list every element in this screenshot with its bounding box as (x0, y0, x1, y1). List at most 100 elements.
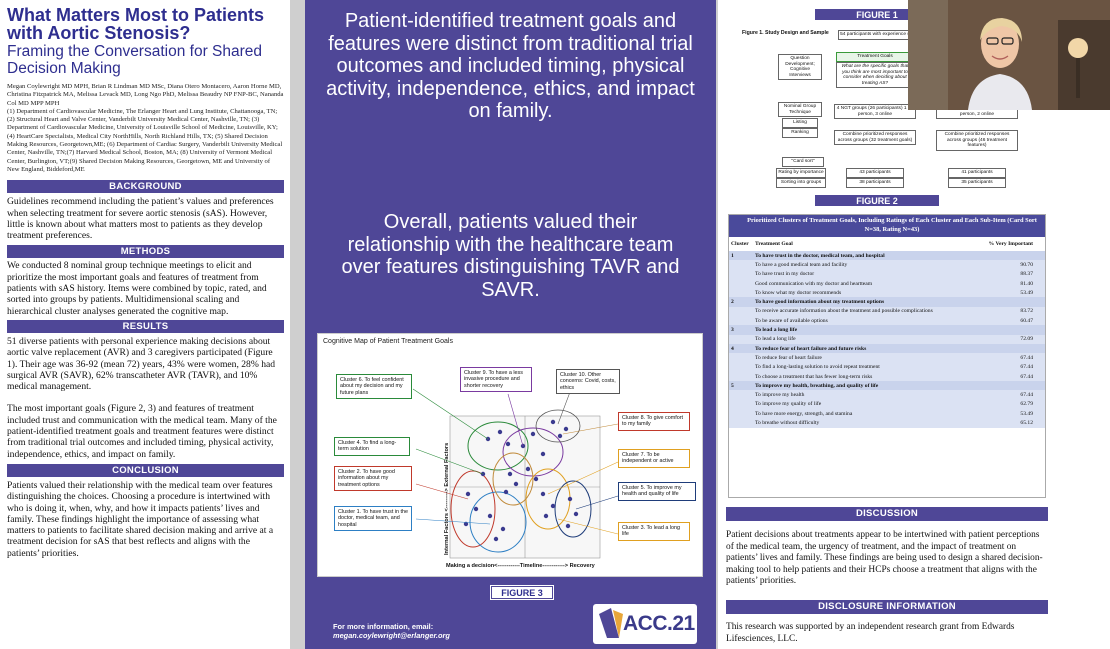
results-text-1: 51 diverse patients with personal experi… (7, 335, 276, 393)
figure-2-label: FIGURE 2 (814, 194, 940, 207)
cluster-6-box: Cluster 6. To feel confident about my de… (336, 374, 412, 400)
fc-p35: 35 participants (948, 178, 1006, 188)
pct-cell: 60.47 (975, 316, 1045, 326)
key-statement-2: Overall, patients valued their relations… (341, 211, 680, 301)
figure-3-cognitive-map: Cognitive Map of Patient Treatment Goals (317, 333, 703, 577)
cluster-2-box: Cluster 2. To have good information abou… (334, 466, 412, 492)
fc-ngt-goals: 4 NGT groups (26 participants) 1 in-pers… (834, 104, 916, 120)
fc-listing: Listing (782, 118, 818, 128)
figure-1-caption: Figure 1. Study Design and Sample (742, 30, 829, 36)
pct-cell: 72.09 (975, 334, 1045, 344)
discussion-heading: DISCUSSION (726, 507, 1048, 521)
poster-title: What Matters Most to Patients with Aorti… (7, 5, 265, 43)
pct-cell: 53.49 (975, 288, 1045, 298)
right-column: FIGURE 1 Figure 1. Study Design and Samp… (718, 0, 1110, 649)
affiliations: (1) Department of Cardiovascular Medicin… (7, 107, 283, 173)
pct-cell: 53.49 (975, 409, 1045, 419)
cluster-title: To have good information about my treatm… (753, 297, 1045, 307)
contact-block: For more information, email: megan.coyle… (333, 622, 450, 640)
pct-cell: 83.72 (975, 306, 1045, 317)
fc-combine-goals: Combine prioritized responses across gro… (834, 130, 916, 146)
fc-p41: 41 participants (948, 168, 1006, 178)
methods-text: We conducted 8 nominal group technique m… (7, 260, 267, 317)
contact-heading: For more information, email: (333, 622, 434, 631)
cluster-title: To improve my health, breathing, and qua… (753, 381, 1045, 391)
pct-cell: 88.37 (975, 269, 1045, 279)
cluster-num: 1 (729, 251, 753, 261)
cluster-title: To reduce fear of heart failure and futu… (753, 343, 1045, 354)
webcam-person (908, 0, 1110, 110)
pct-cell: 67.44 (975, 353, 1045, 363)
fc-ranking: Ranking (782, 128, 818, 138)
webcam-video (908, 0, 1110, 110)
cluster-8-box: Cluster 8. To give comfort to my family (618, 412, 690, 431)
background-heading: BACKGROUND (7, 180, 284, 194)
goal-cell: To have trust in my doctor (753, 269, 975, 279)
pct-cell: 65.12 (975, 418, 1045, 428)
acc-logo: ACC.21 (593, 604, 697, 644)
table-title: Prioritized Clusters of Treatment Goals,… (729, 215, 1045, 237)
background-text: Guidelines recommend including the patie… (7, 196, 274, 242)
figure-3-title: Cognitive Map of Patient Treatment Goals (323, 338, 453, 345)
left-column: What Matters Most to Patients with Aorti… (0, 0, 290, 649)
conclusion-heading: CONCLUSION (7, 463, 284, 477)
discussion-text: Patient decisions about treatments appea… (726, 530, 1043, 586)
cluster-7-box: Cluster 7. To be independent or active (618, 449, 690, 468)
goal-cell: To receive accurate information about th… (753, 306, 975, 317)
cluster-num: 4 (729, 343, 753, 354)
pct-cell: 67.44 (975, 362, 1045, 372)
goal-cell: To have a good medical team and facility (753, 260, 975, 270)
figure-3-label: FIGURE 3 (490, 585, 554, 600)
cluster-9-box: Cluster 9. To have a less invasive proce… (460, 367, 532, 393)
results-heading: RESULTS (7, 319, 284, 333)
goal-cell: To choose a treatment that has fewer lon… (753, 371, 975, 382)
pct-cell: 67.44 (975, 390, 1045, 400)
cluster-1-box: Cluster 1. To have trust in the doctor, … (334, 506, 412, 532)
cluster-num: 2 (729, 297, 753, 307)
cluster-title: To lead a long life (753, 325, 1045, 335)
goal-cell: To improve my health (753, 390, 975, 400)
pct-cell: 90.70 (975, 260, 1045, 270)
key-statement-1: Patient-identified treatment goals and f… (326, 10, 695, 122)
fc-combine-features: Combine prioritized responses across gro… (936, 130, 1018, 151)
fc-p38: 38 participants (846, 178, 904, 188)
figure-2-table: Prioritized Clusters of Treatment Goals,… (728, 214, 1046, 498)
cluster-num: 5 (729, 381, 753, 391)
col-pct: % Very Important (988, 241, 1033, 247)
goal-cell: To find a long-lasting solution to avoid… (753, 362, 975, 372)
cluster-4-box: Cluster 4. To find a long-term solution (334, 437, 410, 456)
middle-column: Patient-identified treatment goals and f… (305, 0, 716, 649)
col-cluster: Cluster (731, 241, 749, 247)
fc-card-sort: "Card sort" (782, 157, 824, 167)
poster-subtitle: Framing the Conversation for Shared Deci… (7, 43, 263, 77)
cluster-title: To have trust in the doctor, medical tea… (753, 251, 1045, 261)
cluster-5-box: Cluster 5. To improve my health and qual… (618, 482, 696, 501)
fc-rating: Rating by importance (776, 168, 826, 178)
fc-question-dev: Question Development; Cognitive Intervie… (778, 54, 822, 81)
cluster-3-box: Cluster 3. To lead a long life (618, 522, 690, 541)
methods-heading: METHODS (7, 245, 284, 259)
disclosure-text: This research was supported by an indepe… (726, 622, 1015, 644)
contact-email[interactable]: megan.coylewright@erlanger.org (333, 631, 450, 640)
goal-cell: To improve my quality of life (753, 399, 975, 410)
disclosure-heading: DISCLOSURE INFORMATION (726, 600, 1048, 614)
goals-table: Cluster Treatment Goal % Very Important … (729, 237, 1045, 428)
author-list: Megan Coylewright MD MPH, Brian R Lindma… (7, 83, 284, 174)
acc-logo-text: ACC.21 (623, 612, 695, 635)
x-axis-label: Making a decision<------------Timeline--… (446, 563, 595, 569)
goal-cell: To lead a long life (753, 334, 975, 344)
goal-cell: Good communication with my doctor and he… (753, 278, 975, 289)
goal-cell: To be aware of available options (753, 316, 975, 326)
pct-cell: 81.40 (975, 278, 1045, 289)
goal-cell: To reduce fear of heart failure (753, 353, 975, 363)
pct-cell: 62.79 (975, 399, 1045, 410)
conclusion-text: Patients valued their relationship with … (7, 479, 274, 559)
fc-p43: 43 participants (846, 168, 904, 178)
fc-treatment-goals: Treatment Goals (836, 52, 914, 62)
goal-cell: To know what my doctor recommends (753, 288, 975, 298)
cognitive-map-plot (412, 383, 619, 559)
fc-participants: 54 participants with experience (51) (838, 30, 918, 40)
cluster-num: 3 (729, 325, 753, 335)
acc-logo-mark (599, 608, 623, 638)
authors: Megan Coylewright MD MPH, Brian R Lindma… (7, 83, 284, 107)
